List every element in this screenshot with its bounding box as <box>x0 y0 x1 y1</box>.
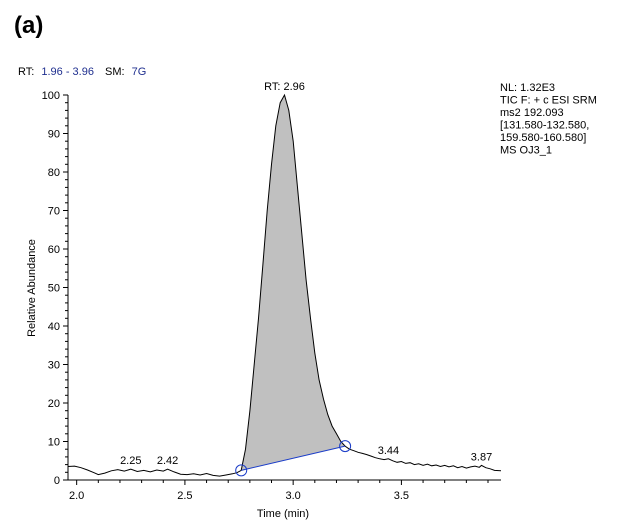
info-line: [131.580-132.580, <box>500 120 589 132</box>
y-tick-label: 80 <box>48 167 60 179</box>
x-tick-label: 2.5 <box>177 490 192 502</box>
plot-area: 2.0 2.5 3.0 3.5 0 10 20 30 40 50 60 70 80 90 100 RT: … <box>42 81 502 502</box>
info-line: MS OJ3_1 <box>500 145 552 157</box>
integration-start-marker <box>235 464 248 477</box>
rt-range-value: 1.96 - 3.96 <box>41 66 94 78</box>
info-line: TIC F: + c ESI SRM <box>500 95 597 107</box>
info-line: ms2 192.093 <box>500 107 564 119</box>
integration-end-marker <box>339 440 352 453</box>
y-axis-ticks: 0 10 20 30 40 50 60 70 80 90 100 <box>42 90 68 487</box>
info-line: 159.580-160.580] <box>500 132 586 144</box>
sm-value: 7G <box>132 66 147 78</box>
y-tick-label: 90 <box>48 129 60 141</box>
panel-label: (a) <box>14 12 43 39</box>
rt-range-header: RT: 1.96 - 3.96 SM: 7G <box>18 66 146 78</box>
chromatogram-trace <box>67 93 502 477</box>
y-tick-label: 40 <box>48 321 60 333</box>
peak-label: 3.87 <box>471 451 492 463</box>
integration-baseline <box>241 445 346 471</box>
peak-labels: RT: 2.96 2.25 2.42 3.44 3.87 <box>120 81 492 467</box>
y-tick-label: 10 <box>48 437 60 449</box>
rt-range-label: RT: <box>18 66 34 78</box>
y-tick-label: 0 <box>54 475 60 487</box>
y-tick-label: 60 <box>48 244 60 256</box>
sm-label: SM: <box>105 66 125 78</box>
y-tick-label: 50 <box>48 283 60 295</box>
x-tick-label: 3.5 <box>394 490 409 502</box>
y-tick-label: 70 <box>48 206 60 218</box>
y-axis-label: Relative Abundance <box>26 239 38 337</box>
x-tick-label: 3.0 <box>286 490 301 502</box>
integrated-peak-area <box>241 95 346 471</box>
info-line: NL: 1.32E3 <box>500 82 555 94</box>
y-tick-label: 100 <box>42 90 60 102</box>
peak-label: 2.25 <box>120 455 141 467</box>
peak-label: 3.44 <box>378 445 399 457</box>
peak-label: 2.42 <box>157 455 178 467</box>
x-axis-label: Time (min) <box>257 508 309 520</box>
x-tick-label: 2.0 <box>69 490 84 502</box>
peak-label: RT: 2.96 <box>264 81 305 93</box>
y-tick-label: 30 <box>48 360 60 372</box>
y-tick-label: 20 <box>48 398 60 410</box>
x-axis-ticks: 2.0 2.5 3.0 3.5 <box>69 480 489 502</box>
